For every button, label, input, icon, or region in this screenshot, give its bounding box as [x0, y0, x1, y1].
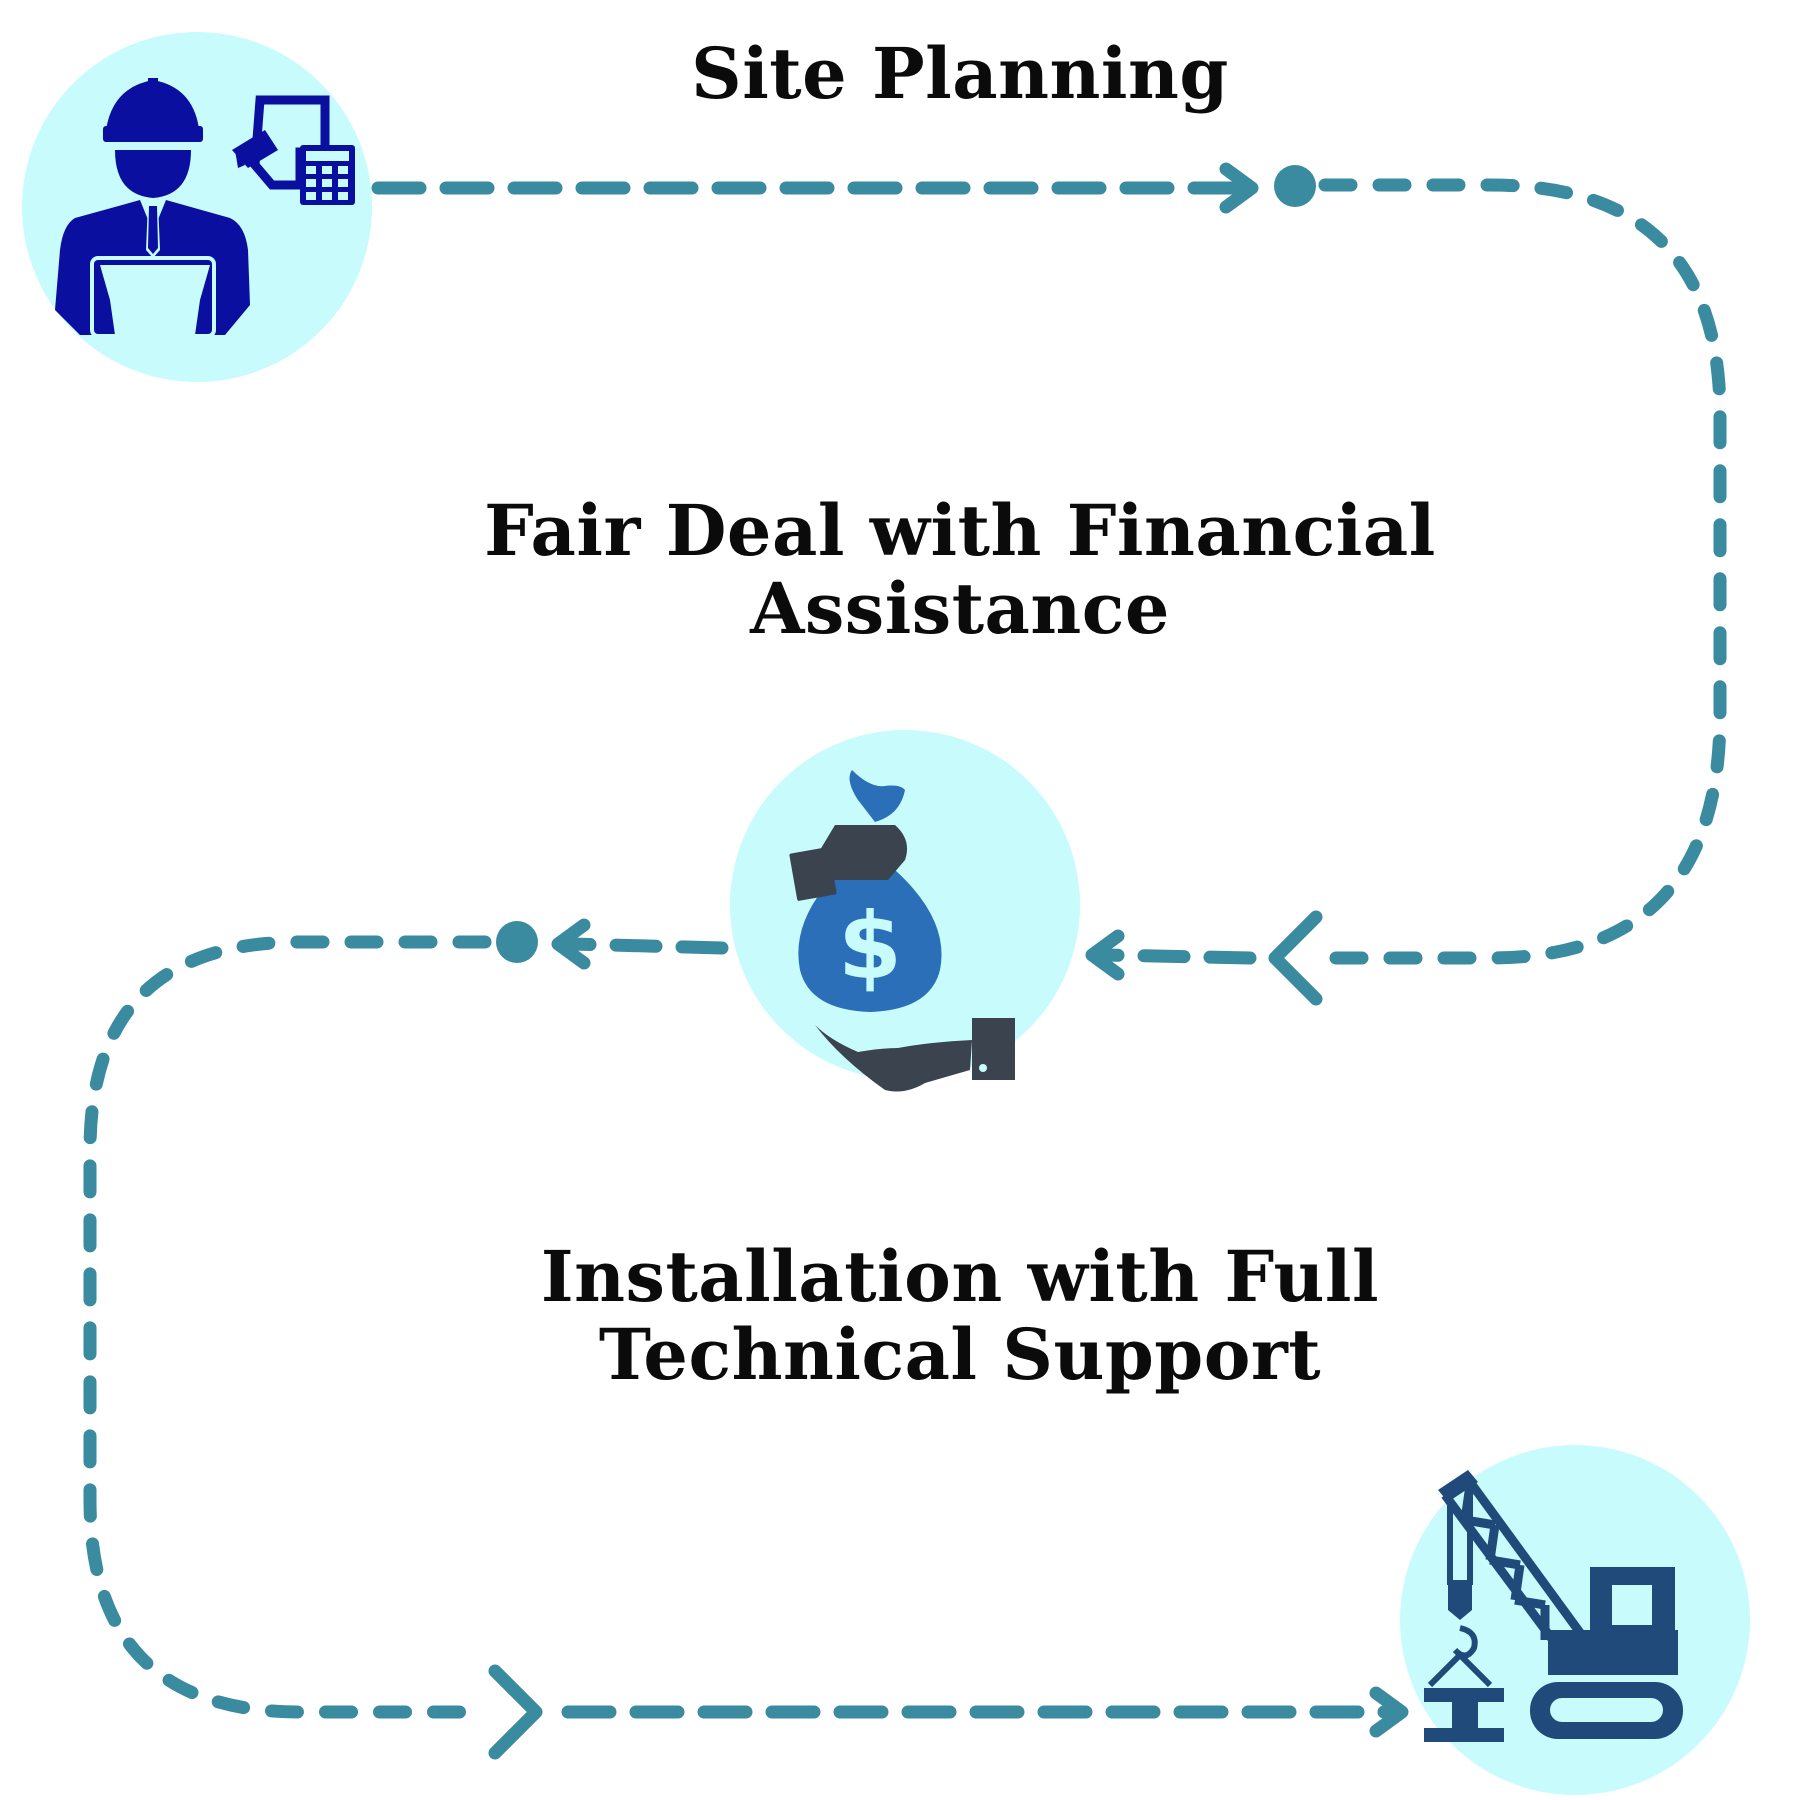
crawler-crane-icon	[1424, 1470, 1683, 1742]
hand-receiving-money-bag-icon: $	[789, 770, 1015, 1092]
engineer-icon	[55, 78, 355, 338]
path-segment-mid-left	[565, 937, 729, 955]
arrow-chevron-left-right	[1268, 910, 1323, 1006]
step-2-title-line-1: Fair Deal with Financial	[484, 489, 1436, 572]
step-3-title-line-1: Installation with Full	[540, 1235, 1380, 1318]
arrow-chevron-right-bottom	[488, 1664, 543, 1760]
arrow-head-left-low	[551, 918, 591, 970]
step-3-title: Installation with Full Technical Support	[460, 1238, 1460, 1394]
path-node-top	[1274, 165, 1316, 207]
dollar-sign-icon: $	[838, 893, 902, 1000]
arrow-head-left-mid	[1085, 929, 1125, 981]
flow-path	[83, 162, 1727, 1760]
path-segment-left-loop	[83, 935, 492, 1719]
arrow-head-right-bottom	[1369, 1686, 1409, 1738]
step-3-title-line-2: Technical Support	[598, 1313, 1322, 1396]
path-segment-mid-right	[1098, 948, 1257, 965]
arrow-head-right-top	[1219, 162, 1259, 214]
step-1-title: Site Planning	[560, 35, 1360, 113]
step-1-title-line-1: Site Planning	[691, 32, 1229, 115]
step-2-title: Fair Deal with Financial Assistance	[460, 492, 1460, 648]
step-2-title-line-2: Assistance	[750, 567, 1170, 650]
path-node-left	[496, 921, 538, 963]
path-segment-right-loop	[1318, 178, 1727, 965]
